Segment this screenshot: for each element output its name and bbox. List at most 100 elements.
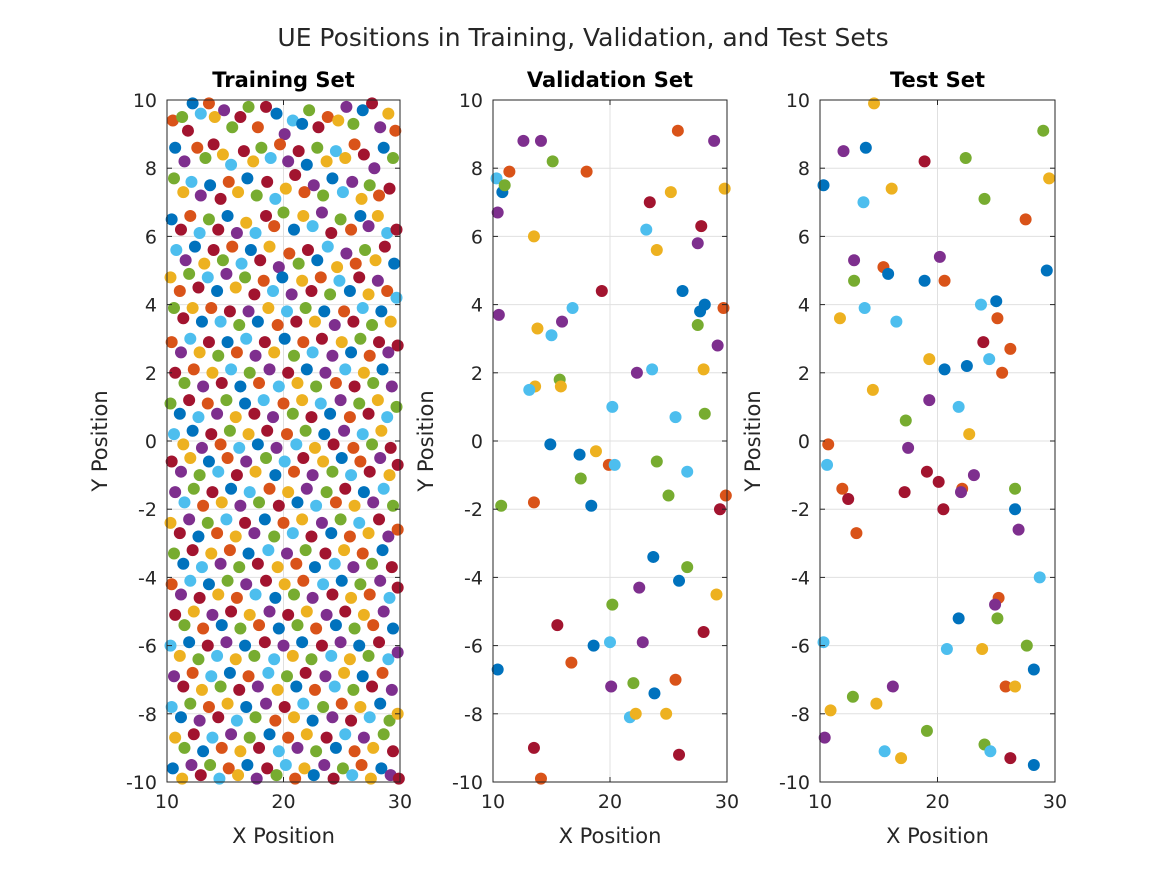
training-point-85 — [249, 226, 262, 239]
training-point-165 — [308, 315, 321, 328]
training-point-465 — [366, 680, 379, 693]
training-point-415 — [357, 608, 370, 621]
training-point-98 — [371, 209, 384, 222]
validation-point-61 — [551, 619, 564, 632]
test-point-1 — [1037, 124, 1050, 137]
training-point-402 — [234, 622, 247, 635]
training-point-209 — [263, 363, 276, 376]
test-point-17 — [918, 274, 931, 287]
test-point-77 — [1027, 758, 1040, 771]
training-point-307 — [263, 482, 276, 495]
validation-point-52 — [662, 489, 675, 502]
test-point-38 — [963, 428, 976, 441]
training-point-436 — [325, 649, 338, 662]
training-point-50 — [377, 141, 390, 154]
validation-point-31 — [630, 366, 643, 379]
training-point-373 — [193, 591, 206, 604]
training-point-135 — [257, 274, 270, 287]
validation-point-67 — [491, 663, 504, 676]
training-point-138 — [285, 288, 298, 301]
test-point-60 — [940, 643, 953, 656]
training-point-460 — [319, 670, 332, 683]
training-point-65 — [289, 169, 302, 182]
training-point-357 — [271, 561, 284, 574]
training-point-519 — [185, 758, 198, 771]
training-point-328 — [229, 530, 242, 543]
training-point-169 — [347, 315, 360, 328]
validation-ytick-label-4: -2 — [464, 499, 483, 521]
training-point-447 — [195, 683, 208, 696]
training-point-213 — [300, 363, 313, 376]
training-point-144 — [343, 284, 356, 297]
training-point-505 — [282, 731, 295, 744]
training-point-362 — [319, 547, 332, 560]
training-point-131 — [220, 267, 233, 280]
training-point-520 — [194, 769, 207, 782]
training-point-239 — [314, 397, 327, 410]
test-point-50 — [937, 503, 950, 516]
training-point-91 — [306, 220, 319, 233]
training-point-439 — [353, 639, 366, 652]
training-point-187 — [287, 349, 300, 362]
training-point-172 — [375, 305, 388, 318]
training-point-182 — [240, 332, 253, 345]
validation-ytick-label-2: -6 — [464, 636, 483, 658]
training-point-356 — [262, 544, 275, 557]
validation-ytick-label-6: 2 — [471, 363, 483, 385]
training-point-456 — [280, 670, 293, 683]
validation-point-16 — [640, 223, 653, 236]
training-point-196 — [373, 336, 386, 349]
validation-point-73 — [629, 707, 642, 720]
training-point-99 — [381, 226, 394, 239]
validation-ytick-label-9: 8 — [471, 158, 483, 180]
training-point-152 — [186, 302, 199, 315]
training-point-201 — [187, 363, 200, 376]
training-point-264 — [318, 428, 331, 441]
training-point-481 — [287, 711, 300, 724]
training-point-229 — [220, 394, 233, 407]
validation-point-51 — [585, 499, 598, 512]
training-point-48 — [357, 148, 370, 161]
test-point-68 — [824, 704, 837, 717]
training-point-158 — [242, 305, 255, 318]
training-point-19 — [321, 111, 334, 124]
training-point-528 — [270, 769, 283, 782]
training-point-244 — [362, 407, 375, 420]
training-point-376 — [221, 574, 234, 587]
training-point-77 — [174, 223, 187, 236]
validation-point-32 — [646, 363, 659, 376]
training-point-228 — [211, 407, 224, 420]
training-point-473 — [212, 711, 225, 724]
training-point-470 — [184, 697, 197, 710]
validation-ytick-label-10: 10 — [459, 90, 483, 112]
training-point-51 — [387, 151, 400, 164]
training-point-81 — [212, 223, 225, 236]
training-point-8 — [226, 121, 239, 134]
training-point-294 — [374, 452, 387, 465]
training-point-403 — [243, 608, 256, 621]
training-ytick-label-1: -8 — [138, 704, 157, 726]
training-point-431 — [277, 639, 290, 652]
training-point-220 — [367, 377, 380, 390]
training-point-401 — [225, 605, 238, 618]
training-point-54 — [185, 175, 198, 188]
training-ytick-label-5: 0 — [145, 431, 157, 453]
training-point-222 — [385, 380, 398, 393]
test-point-63 — [1027, 663, 1040, 676]
validation-point-14 — [695, 220, 708, 233]
validation-point-71 — [648, 687, 661, 700]
validation-point-3 — [503, 165, 516, 178]
training-point-503 — [263, 728, 276, 741]
training-point-506 — [291, 741, 304, 754]
training-point-237 — [296, 394, 309, 407]
training-point-426 — [229, 653, 242, 666]
training-point-534 — [327, 772, 340, 785]
test-point-7 — [885, 182, 898, 195]
training-point-42 — [300, 158, 313, 171]
training-point-26 — [382, 107, 395, 120]
training-point-113 — [283, 247, 296, 260]
training-point-251 — [195, 441, 208, 454]
validation-point-33 — [697, 363, 710, 376]
validation-xtick-label-2: 30 — [715, 791, 739, 813]
